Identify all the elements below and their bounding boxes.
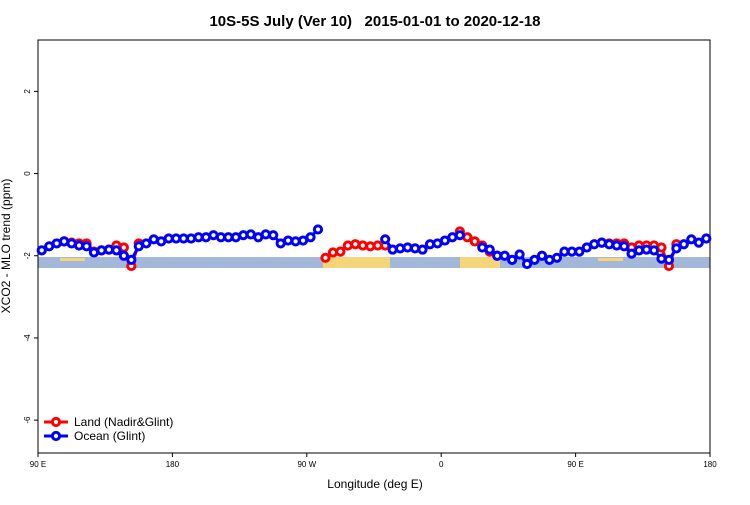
data-point xyxy=(268,230,279,241)
x-tick-label: 90 E xyxy=(567,460,583,469)
data-point xyxy=(312,224,324,235)
data-point xyxy=(693,237,704,248)
y-tick-label: -2 xyxy=(23,252,32,260)
data-point xyxy=(671,243,682,254)
x-axis-label: Longitude (deg E) xyxy=(327,477,422,491)
x-tick-label: 90 W xyxy=(297,460,316,469)
data-point xyxy=(380,234,391,245)
data-point xyxy=(118,250,129,261)
data-point xyxy=(536,250,548,261)
data-point xyxy=(417,244,428,255)
plot-frame xyxy=(37,39,711,454)
legend-label: Land (Nadir&Glint) xyxy=(74,415,173,429)
land-strip xyxy=(598,258,623,261)
data-point xyxy=(126,254,137,265)
data-point xyxy=(141,238,152,249)
data-point xyxy=(305,232,316,243)
data-point xyxy=(619,241,630,252)
data-point xyxy=(529,254,540,265)
data-point xyxy=(648,245,660,256)
data-point xyxy=(551,252,563,263)
data-point xyxy=(484,244,495,255)
map-strip xyxy=(38,257,710,268)
data-point xyxy=(469,236,480,247)
land-strip xyxy=(60,258,85,261)
x-tick-label: 180 xyxy=(166,460,180,469)
data-point xyxy=(499,250,510,261)
data-point xyxy=(111,245,122,256)
data-point xyxy=(36,245,47,256)
data-point xyxy=(701,233,712,244)
y-tick-label: 2 xyxy=(23,89,32,94)
x-tick-label: 0 xyxy=(439,460,444,469)
data-point xyxy=(514,249,525,260)
legend-marker xyxy=(50,416,62,428)
y-tick-label: 0 xyxy=(23,171,32,176)
land-strip xyxy=(323,257,390,268)
y-tick-label: -4 xyxy=(23,334,32,342)
legend-marker xyxy=(50,430,62,442)
x-tick-label: 90 E xyxy=(30,460,46,469)
y-tick-label: -6 xyxy=(23,416,32,424)
legend-label: Ocean (Glint) xyxy=(74,429,145,443)
data-point xyxy=(678,239,689,250)
x-tick-label: 180 xyxy=(703,460,717,469)
data-point xyxy=(663,254,675,265)
data-point xyxy=(320,252,331,263)
land-strip xyxy=(460,257,500,268)
data-point xyxy=(507,254,518,265)
data-point xyxy=(521,258,533,270)
chart-title: 10S-5S July (Ver 10) 2015-01-01 to 2020-… xyxy=(209,13,540,30)
data-point xyxy=(454,230,465,241)
data-point xyxy=(335,246,346,257)
data-point xyxy=(574,246,585,257)
data-point xyxy=(81,241,92,252)
y-axis-label: XCO2 - MLO trend (ppm) xyxy=(0,179,13,314)
